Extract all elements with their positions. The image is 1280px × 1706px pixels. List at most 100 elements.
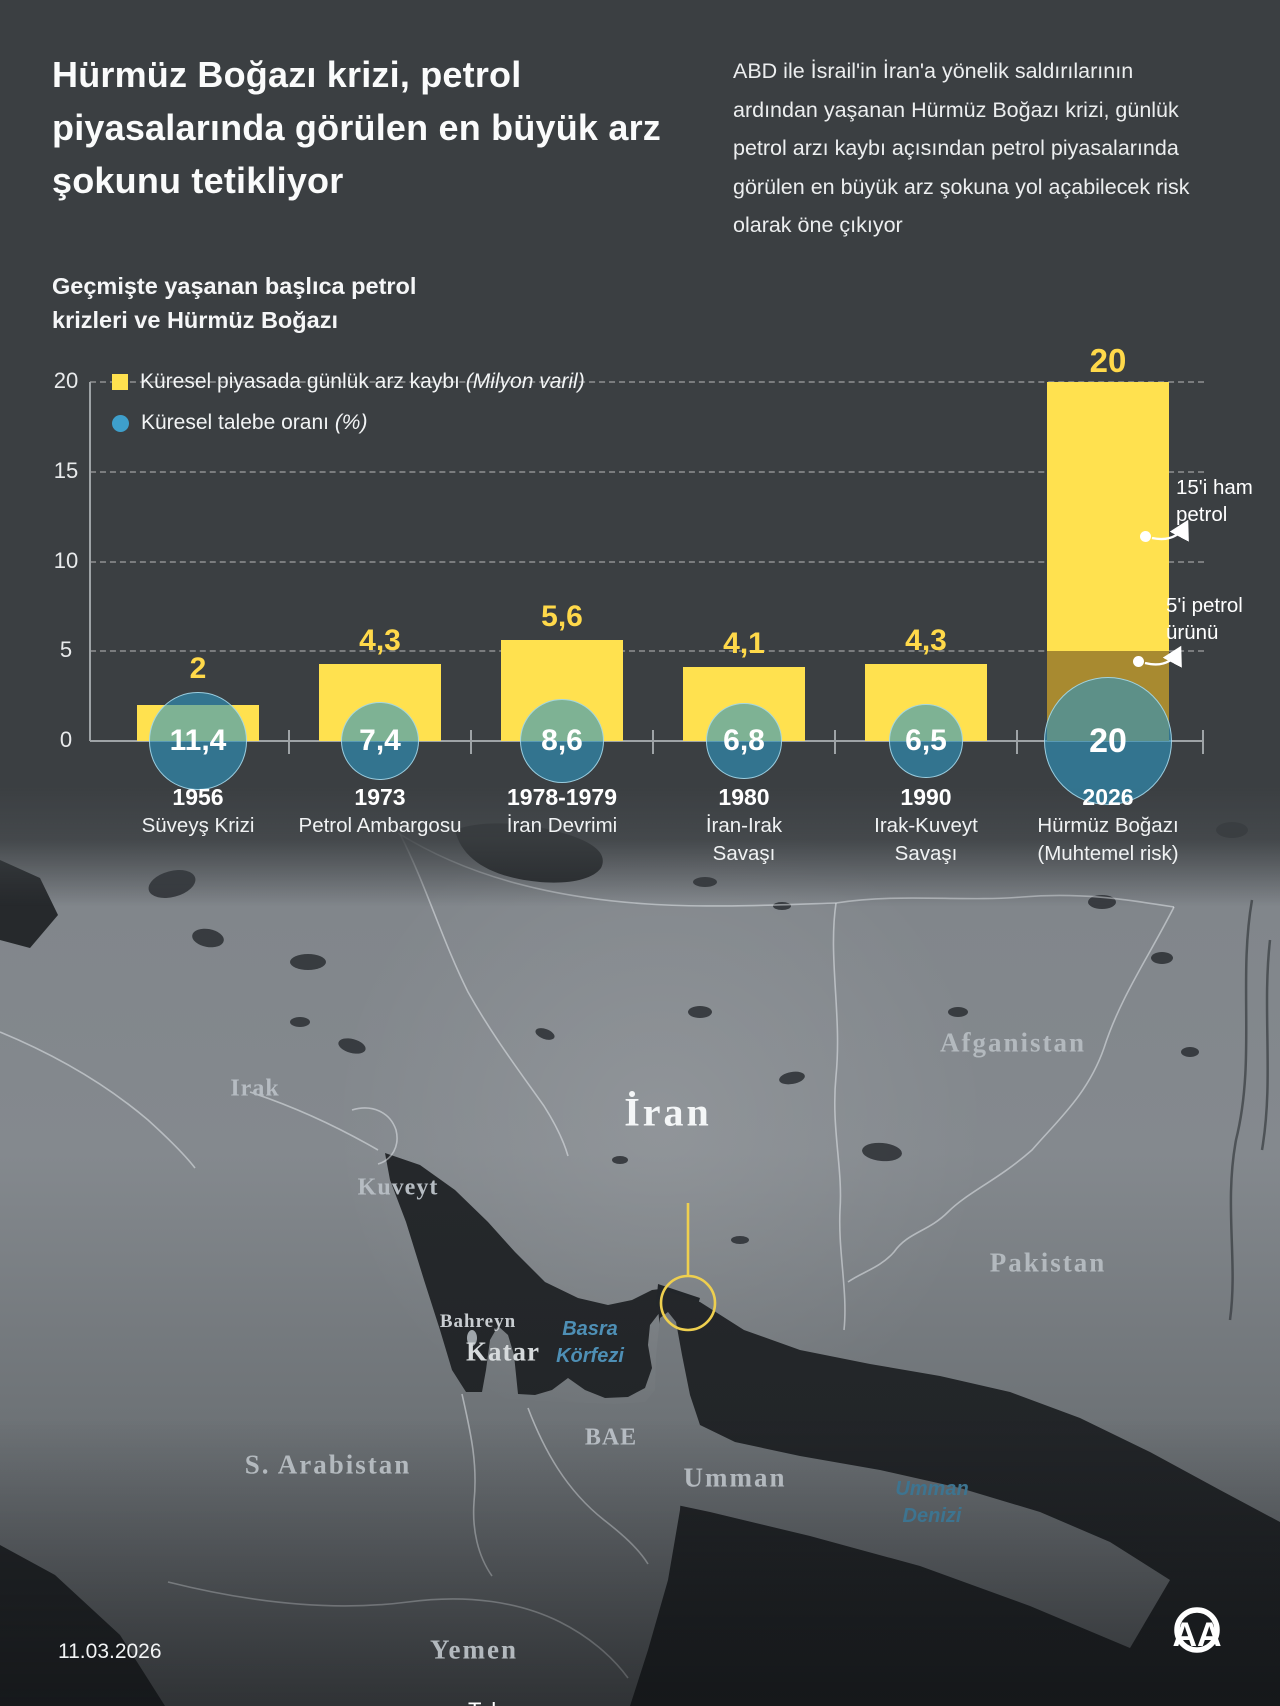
bar-value-label: 4,1 [723,627,765,661]
category-label: 1978-1979 İran Devrimi [462,782,662,840]
x-axis-tick [834,730,836,754]
bar-value-label: 4,3 [905,623,947,657]
y-tick-label: 0 [59,727,73,752]
country-label: S. Arabistan [244,1449,412,1480]
country-label: Bahreyn [439,1311,517,1332]
category-crisis: İran-Irak [705,814,783,837]
strait-marker [659,1203,717,1332]
category-crisis: Hürmüz Boğazı [1037,814,1179,837]
bar-chart: 0 5 10 15 20 2 11,4 1956 Süveyş Krizi 4,3 7,4 1973 P… [53,342,1253,867]
category-crisis: (Muhtemel risk) [1037,841,1179,865]
category-year: 1990 [900,784,952,810]
sea-label: Basra Körfezi [556,1318,624,1367]
category-label: 1956 Süveyş Krizi [98,782,298,840]
legend-swatch-supply-icon [112,374,128,390]
country-label: İran [624,1089,712,1135]
category-label: 1973 Petrol Ambargosu [280,782,480,840]
svg-text:AA: AA [1172,1616,1221,1654]
bahrain-island [467,1330,477,1346]
category-year: 2026 [1082,784,1134,810]
country-label: BAE [584,1424,638,1451]
category-crisis: Irak-Kuveyt [874,814,978,837]
legend-supply-unit: (Milyon varil) [465,370,585,393]
demand-circle [340,701,420,781]
x-axis-tick [1016,730,1018,754]
legend-item-demand: Küresel talebe oranı (%) [112,409,585,437]
demand-value-label: 7,4 [359,724,401,757]
publish-date: 11.03.2026 [58,1640,162,1663]
annotation-arrows [1144,519,1189,668]
legend: Küresel piyasada günlük arz kaybı (Milyo… [112,368,585,450]
demand-value-label: 8,6 [541,724,583,757]
category-crisis: Savaşı [712,841,776,865]
gridline [90,650,1204,653]
x-axis-tick [288,730,290,754]
gridline [90,381,1204,383]
bar-value-label: 4,3 [359,623,401,657]
y-tick-label: 15 [53,457,79,483]
middle-east-map: Tahran Hürmüz Boğazı Irak İran Afganistan K… [0,786,1280,1706]
category-year: 1978-1979 [507,784,617,810]
city-label-tahran: Tahran [448,1698,535,1706]
bar-segment-crude [1047,382,1169,652]
category-label: 1990 Irak-Kuveyt Savaşı [826,782,1026,867]
y-tick-label: 10 [53,547,79,573]
category-year: 1973 [354,784,406,810]
annotation-crude: 15'i ham petrol [1176,476,1253,526]
gridline [90,740,1204,742]
gridline [90,470,1204,473]
legend-item-supply: Küresel piyasada günlük arz kaybı (Milyo… [112,368,585,396]
persian-gulf [385,1153,676,1398]
category-crisis: Petrol Ambargosu [298,814,462,837]
legend-supply-label: Küresel piyasada günlük arz kaybı [140,370,460,393]
y-axis-line [89,382,91,741]
category-year: 1980 [718,784,770,810]
legend-demand-label: Küresel talebe oranı [141,411,329,434]
category-crisis: İran Devrimi [506,814,618,837]
demand-value-label: 6,8 [723,724,765,757]
bar-value-label: 20 [1089,342,1127,379]
sea-label: Umman Denizi [895,1478,969,1527]
gridline [90,560,1204,563]
legend-swatch-demand-icon [112,414,129,432]
demand-circle [519,698,605,784]
legend-demand-unit: (%) [334,411,368,434]
category-crisis: Süveyş Krizi [141,814,255,837]
country-label: Katar [466,1336,540,1367]
demand-circle [706,703,782,779]
annotation-dot [1132,655,1144,667]
bar-value-label: 2 [189,652,207,686]
country-label: Kuveyt [357,1174,439,1201]
category-label: 1980 İran-Irak Savaşı [644,782,844,867]
country-label: Afganistan [939,1027,1087,1058]
country-label: Pakistan [989,1247,1107,1278]
x-axis-tick [652,730,654,754]
annotation-dot [1139,530,1151,542]
x-axis-tick [1202,730,1204,754]
demand-value-label: 6,5 [905,724,947,757]
demand-value-label: 20 [1089,722,1127,760]
country-label: Yemen [430,1634,518,1665]
y-tick-label: 20 [53,368,79,393]
country-label: Umman [683,1462,787,1493]
x-axis-tick [470,730,472,754]
intro-paragraph: ABD ile İsrail'in İran'a yönelik saldırı… [733,59,1190,238]
category-crisis: Savaşı [894,841,958,865]
demand-value-label: 11,4 [169,724,227,757]
demand-circle [149,692,247,790]
category-year: 1956 [172,784,224,810]
y-tick-label: 5 [59,637,73,663]
bar-value-label: 5,6 [541,600,583,634]
category-label: 2026 Hürmüz Boğazı (Muhtemel risk) [1008,782,1208,867]
rivers [1228,899,1272,1321]
country-label: Irak [230,1075,280,1102]
strait-circle-icon [659,1274,717,1332]
aa-logo-icon: AA [1163,1606,1231,1669]
demand-circle [889,704,963,778]
page-title: Hürmüz Boğazı krizi, petrol piyasalarınd… [52,54,661,201]
demand-circle [1043,676,1173,806]
chart-subtitle: Geçmişte yaşanan başlıca petrol krizleri… [52,273,417,333]
map-graphic [0,786,1280,1706]
annotation-products: 5'i petrol ürünü [1166,594,1243,644]
